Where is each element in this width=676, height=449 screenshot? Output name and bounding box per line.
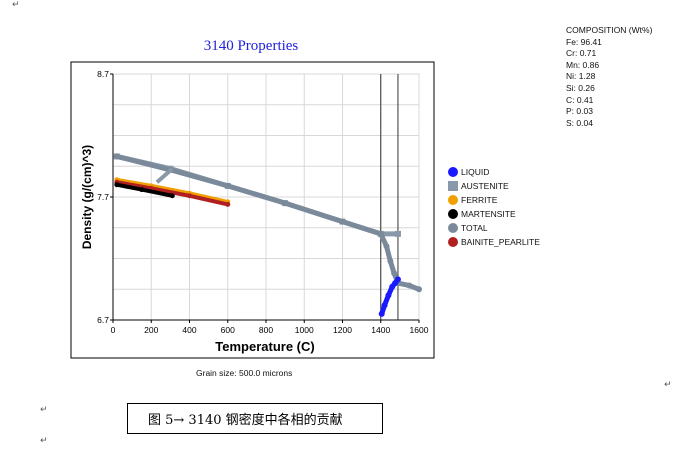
y-tick-label: 6.7 (97, 315, 109, 325)
composition-title: COMPOSITION (Wt%) (566, 25, 653, 35)
data-point (169, 193, 175, 199)
x-axis-label: Temperature (C) (215, 339, 314, 354)
x-tick-label: 1600 (410, 325, 429, 335)
legend-swatch (448, 237, 458, 247)
composition-item: Mn: 0.86 (566, 59, 600, 70)
grain-size-label: Grain size: 500.0 microns (196, 368, 293, 378)
paragraph-mark: ↵ (12, 0, 20, 10)
austenite-transition (155, 167, 174, 184)
legend-item: MARTENSITE (448, 207, 540, 221)
legend: LIQUID AUSTENITE FERRITE MARTENSITE TOTAL BAI… (448, 165, 540, 249)
legend-label: TOTAL (461, 223, 488, 233)
data-point (394, 276, 401, 283)
legend-label: FERRITE (461, 195, 498, 205)
y-axis-label: Density (g/(cm)^3) (80, 145, 94, 249)
data-point (339, 218, 346, 225)
legend-item: FERRITE (448, 193, 540, 207)
y-tick-label: 8.7 (97, 69, 109, 79)
composition-item: S: 0.04 (566, 117, 593, 128)
legend-item: BAINITE_PEARLITE (448, 235, 540, 249)
legend-label: BAINITE_PEARLITE (461, 237, 540, 247)
chart-frame (70, 61, 435, 359)
data-point (113, 153, 120, 160)
data-point (139, 187, 145, 193)
paragraph-mark: ↵ (664, 380, 672, 390)
legend-label: LIQUID (461, 167, 490, 177)
legend-swatch (448, 195, 458, 205)
x-tick-label: 1200 (333, 325, 352, 335)
data-point (378, 310, 385, 317)
data-point (406, 282, 413, 289)
composition-item: Si: 0.26 (566, 82, 595, 93)
composition-item: Fe: 96.41 (566, 36, 602, 47)
x-tick-label: 400 (182, 325, 196, 335)
figure-caption: 图 5→ 3140 钢密度中各相的贡献 (127, 403, 383, 434)
data-point (381, 302, 388, 309)
legend-label: MARTENSITE (461, 209, 516, 219)
series-line-ferrite (114, 177, 230, 204)
x-tick-label: 1000 (295, 325, 314, 335)
data-point (377, 230, 384, 237)
composition-panel: COMPOSITION (Wt%) Fe: 96.41 Cr: 0.71 Mn: 0… (566, 25, 652, 129)
data-point (394, 230, 401, 237)
data-point (387, 257, 394, 264)
composition-item: P: 0.03 (566, 106, 593, 117)
data-point (224, 182, 231, 189)
legend-item: LIQUID (448, 165, 540, 179)
legend-item: TOTAL (448, 221, 540, 235)
x-tick-label: 0 (111, 325, 116, 335)
data-point (385, 292, 392, 299)
x-tick-label: 600 (221, 325, 235, 335)
data-point (187, 193, 192, 199)
data-point (225, 201, 231, 207)
legend-label: AUSTENITE (461, 181, 509, 191)
y-tick-label: 7.7 (97, 192, 109, 202)
caption-text: 图 5→ 3140 钢密度中各相的贡献 (148, 413, 343, 428)
paragraph-mark: ↵ (40, 405, 48, 415)
data-point (383, 243, 390, 250)
legend-swatch (448, 167, 458, 177)
series-line-bainite_pearlite (114, 180, 230, 207)
x-tick-label: 200 (144, 325, 158, 335)
composition-item: C: 0.41 (566, 94, 594, 105)
paragraph-mark: ↵ (40, 436, 48, 446)
chart-title: 3140 Properties (204, 38, 299, 54)
x-tick-label: 1400 (371, 325, 390, 335)
x-tick-label: 800 (259, 325, 273, 335)
data-point (114, 182, 120, 188)
composition-item: Ni: 1.28 (566, 71, 596, 82)
data-point (391, 270, 398, 277)
data-point (282, 200, 289, 207)
legend-swatch (448, 223, 458, 233)
legend-item: AUSTENITE (448, 179, 540, 193)
data-point (416, 286, 422, 293)
legend-swatch (448, 209, 458, 219)
legend-swatch (448, 181, 458, 191)
composition-item: Cr: 0.71 (566, 48, 597, 59)
